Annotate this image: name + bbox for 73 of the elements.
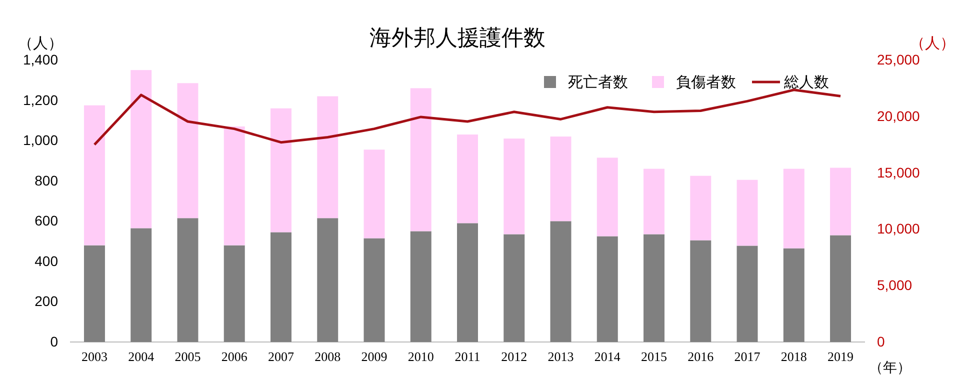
bar [690, 176, 712, 240]
bar [270, 108, 292, 232]
bar [690, 240, 712, 342]
y2-axis-title: （人） [910, 34, 955, 52]
y-tick-label: 1,400 [22, 51, 58, 68]
x-tick-label: 2013 [548, 349, 574, 364]
bar [130, 70, 152, 228]
bar [550, 136, 572, 222]
chart-title: 海外邦人援護件数 [370, 26, 546, 51]
line-series [93, 88, 842, 146]
x-tick-label: 2011 [454, 349, 480, 364]
bar [736, 246, 758, 342]
x-tick-label: 2010 [408, 349, 434, 364]
bar [177, 83, 198, 218]
bar [504, 234, 525, 342]
x-tick-label: 2004 [128, 349, 155, 364]
bar [84, 105, 105, 246]
bar [317, 96, 338, 218]
y2-tick-label: 25,000 [877, 51, 920, 68]
x-tick-label: 2019 [828, 349, 854, 364]
bar [410, 231, 432, 342]
x-tick-label: 2003 [81, 349, 108, 364]
bar [224, 126, 245, 246]
y-tick-label: 1,200 [22, 92, 58, 108]
bar [130, 228, 152, 342]
x-axis-title: （年） [869, 360, 911, 376]
x-tick-label: 2007 [268, 349, 294, 364]
x-tick-label: 2009 [361, 349, 388, 364]
y-tick-label: 0 [50, 333, 58, 350]
bar [364, 150, 385, 238]
bar [644, 168, 664, 234]
x-tick-label: 2006 [221, 349, 248, 364]
bar [596, 158, 618, 236]
bar [224, 245, 245, 342]
x-tick-label: 2014 [594, 349, 621, 364]
y2-tick-label: 20,000 [877, 108, 920, 124]
bar [410, 88, 432, 232]
y2-tick-label: 5,000 [877, 277, 912, 294]
bar [830, 235, 852, 342]
bar [783, 168, 804, 248]
bar [317, 218, 338, 342]
y-tick-label: 1,000 [22, 132, 58, 148]
legend-label: 総人数 [783, 73, 829, 91]
legend-label: 死亡者数 [568, 73, 628, 91]
y2-tick-label: 15,000 [877, 164, 920, 180]
bar [457, 223, 478, 342]
y-axis-title: （人） [18, 34, 63, 52]
bar [550, 221, 572, 342]
legend-label: 負傷者数 [676, 73, 736, 91]
y-tick-label: 800 [34, 172, 58, 188]
bar [504, 138, 525, 234]
y-tick-label: 200 [34, 293, 58, 310]
x-tick-label: 2015 [641, 349, 668, 364]
y2-tick-label: 0 [877, 333, 885, 350]
y-tick-label: 400 [34, 252, 58, 269]
x-tick-label: 2018 [780, 349, 807, 364]
x-tick-label: 2008 [314, 349, 341, 364]
bar [830, 168, 852, 236]
bar [84, 245, 105, 342]
x-tick-label: 2016 [688, 349, 714, 364]
bar [596, 236, 618, 342]
y2-tick-label: 10,000 [877, 220, 920, 237]
bar [783, 248, 804, 342]
x-tick-label: 2017 [734, 349, 761, 364]
bar [736, 180, 758, 246]
bar [457, 134, 478, 224]
y-tick-label: 600 [34, 212, 58, 229]
x-tick-label: 2012 [501, 349, 528, 364]
x-tick-label: 2005 [174, 349, 201, 364]
bar [177, 218, 198, 342]
bar [364, 238, 385, 342]
bar [644, 234, 664, 342]
bar [270, 232, 292, 342]
